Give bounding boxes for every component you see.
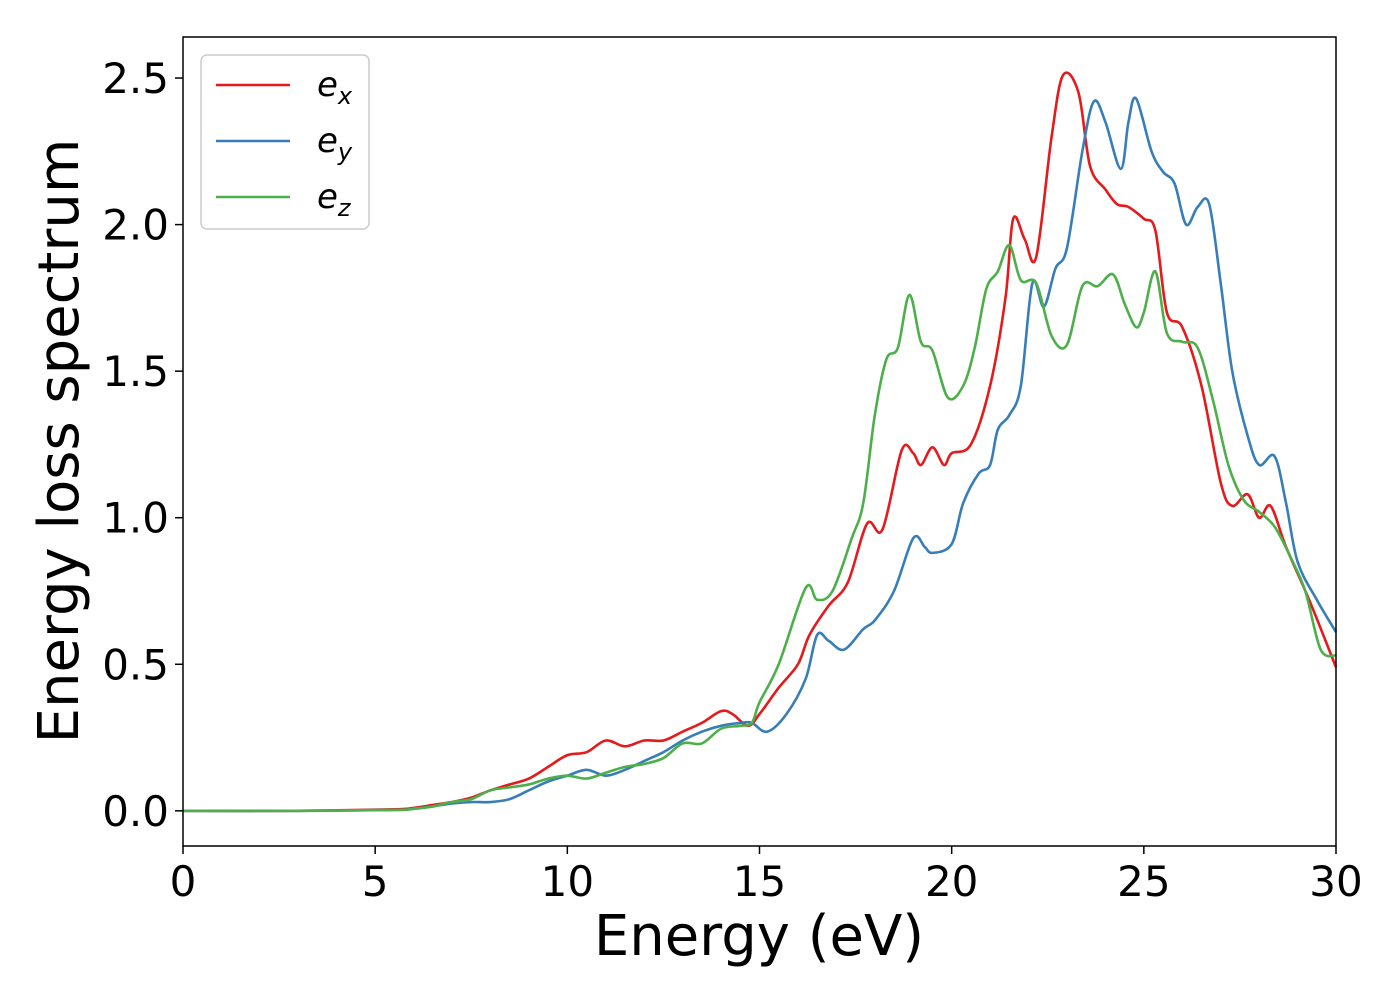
x-tick-label: 10 [541, 857, 594, 906]
y-axis-ticks: 0.0 0.5 1.0 1.5 2.0 2.5 [102, 54, 183, 836]
series-line-e-x [182, 71, 1338, 813]
x-tick-label: 0 [170, 857, 197, 906]
y-tick-label: 1.0 [102, 494, 169, 543]
legend-label-e-z: ez [317, 177, 352, 222]
x-tick-label: 20 [925, 857, 978, 906]
y-tick-label: 2.0 [102, 201, 169, 250]
x-tick-label: 5 [362, 857, 389, 906]
series-layer [182, 71, 1338, 813]
x-axis-ticks: 0 5 10 15 20 25 30 [170, 846, 1363, 906]
legend-label-e-y: ey [317, 121, 353, 166]
x-axis-label: Energy (eV) [594, 904, 924, 969]
legend-label-e-x: ex [317, 65, 353, 110]
y-tick-label: 0.5 [102, 640, 169, 689]
x-tick-label: 25 [1117, 857, 1170, 906]
legend-entries: ex ey ez [216, 65, 353, 222]
series-line-e-z [182, 243, 1337, 813]
series-line-e-y [182, 96, 1338, 813]
x-tick-label: 30 [1309, 857, 1362, 906]
y-tick-label: 2.5 [102, 54, 169, 103]
legend: ex ey ez [200, 54, 370, 230]
y-tick-label: 0.0 [102, 787, 169, 836]
y-axis-label: Energy loss spectrum [27, 139, 92, 744]
y-tick-label: 1.5 [102, 347, 169, 396]
x-tick-label: 15 [733, 857, 786, 906]
